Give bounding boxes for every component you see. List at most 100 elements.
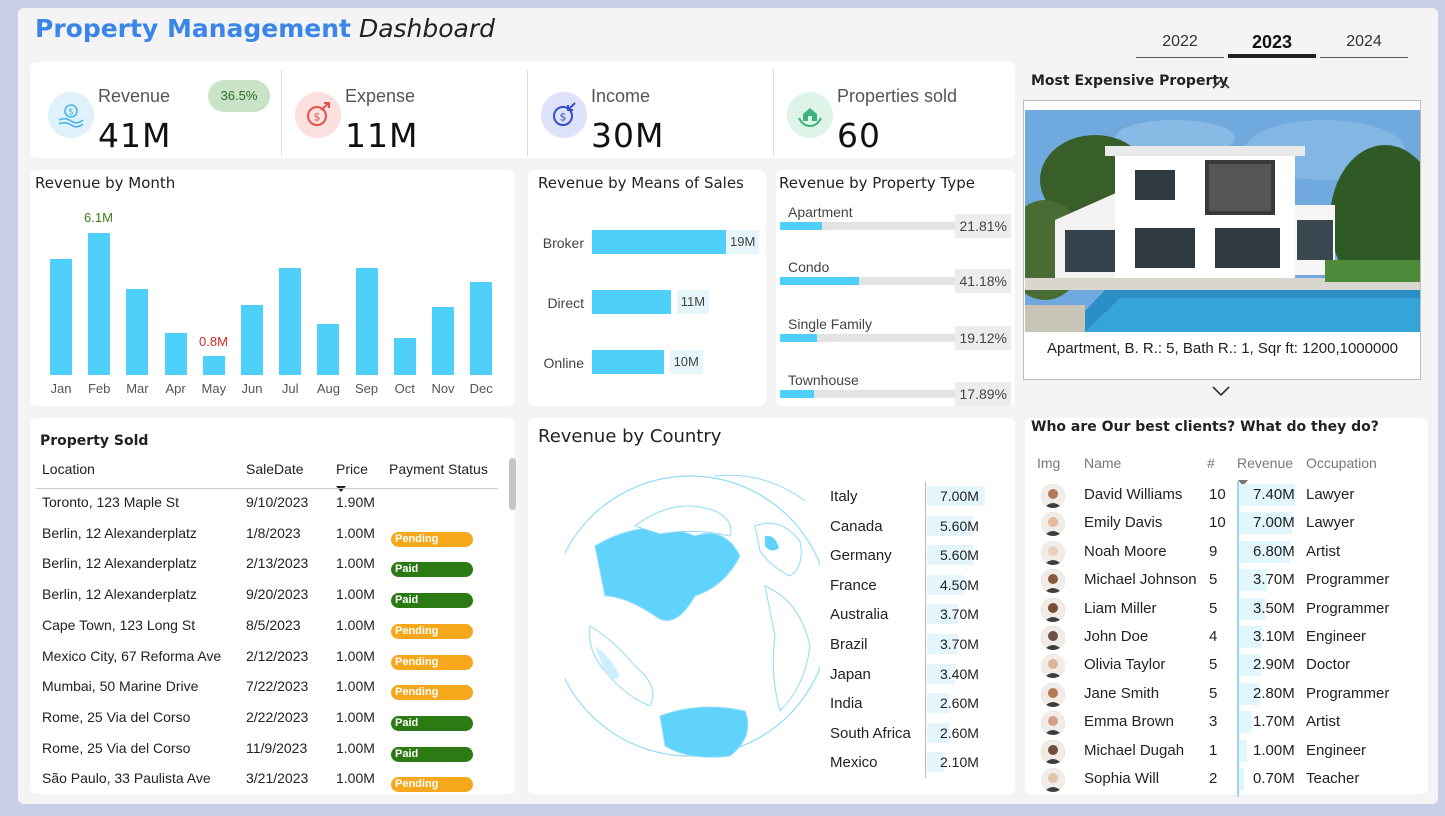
client-revenue-bar bbox=[1239, 682, 1261, 705]
property-type-bar[interactable] bbox=[780, 390, 815, 398]
month-bar[interactable] bbox=[241, 305, 263, 375]
client-count: 9 bbox=[1209, 542, 1218, 560]
property-type-bar[interactable] bbox=[780, 222, 822, 230]
col-header-revenue[interactable]: Revenue bbox=[1237, 455, 1294, 471]
client-occupation: Engineer bbox=[1306, 741, 1367, 759]
means-value: 11M bbox=[676, 290, 710, 314]
kpi-income-value: 30M bbox=[591, 116, 665, 155]
country-bar[interactable] bbox=[927, 634, 958, 654]
sold-date: 7/22/2023 bbox=[246, 678, 309, 695]
kpi-divider bbox=[527, 70, 528, 156]
month-bar[interactable] bbox=[50, 258, 72, 375]
month-bar[interactable] bbox=[126, 288, 149, 375]
svg-text:$: $ bbox=[560, 111, 567, 124]
growth-badge: 36.5% bbox=[208, 80, 270, 112]
sold-price: 1.00M bbox=[336, 647, 375, 664]
property-type-bar[interactable] bbox=[780, 277, 860, 285]
client-name: Emily Davis bbox=[1084, 514, 1163, 532]
chevron-up-icon[interactable] bbox=[1211, 76, 1231, 95]
table-scrollbar[interactable] bbox=[509, 458, 516, 510]
country-bar[interactable] bbox=[927, 574, 965, 595]
client-avatar bbox=[1041, 739, 1065, 764]
revenue-by-month-title: Revenue by Month bbox=[35, 174, 176, 192]
month-bar[interactable] bbox=[317, 323, 340, 375]
property-type-bar[interactable] bbox=[780, 334, 817, 342]
sold-price: 1.00M bbox=[336, 770, 375, 787]
header-divider bbox=[36, 488, 498, 489]
month-bar[interactable] bbox=[279, 267, 302, 375]
property-type-row: Single Family 19.12% bbox=[780, 316, 1011, 360]
client-avatar bbox=[1041, 569, 1065, 594]
means-bar[interactable] bbox=[592, 290, 671, 314]
country-bar[interactable] bbox=[927, 722, 949, 743]
means-value: 10M bbox=[669, 350, 703, 374]
country-value: 4.50M bbox=[940, 576, 979, 593]
payment-status-badge: Pending bbox=[391, 777, 473, 793]
client-revenue-bar bbox=[1239, 540, 1291, 563]
means-bar[interactable] bbox=[592, 350, 664, 374]
country-axis-line bbox=[925, 482, 926, 778]
country-bar[interactable] bbox=[927, 663, 956, 684]
sold-date: 1/8/2023 bbox=[246, 524, 301, 541]
month-bar[interactable] bbox=[355, 267, 378, 375]
country-bar[interactable] bbox=[927, 752, 945, 773]
month-bar[interactable] bbox=[164, 333, 187, 375]
col-header-img[interactable]: Img bbox=[1037, 455, 1061, 471]
col-header-location[interactable]: Location bbox=[42, 461, 95, 477]
month-bar[interactable] bbox=[470, 281, 493, 375]
min-month-label: 0.8M bbox=[199, 334, 228, 349]
sold-price: 1.00M bbox=[336, 555, 375, 572]
col-header-name[interactable]: Name bbox=[1084, 455, 1122, 471]
globe-map[interactable] bbox=[549, 456, 831, 781]
col-header-price[interactable]: Price bbox=[336, 461, 368, 477]
country-bar[interactable] bbox=[927, 545, 974, 566]
property-type-row: Condo 41.18% bbox=[780, 259, 1011, 303]
client-count: 2 bbox=[1209, 770, 1218, 787]
income-arrow-icon: $ bbox=[541, 92, 587, 138]
client-occupation: Artist bbox=[1306, 542, 1341, 560]
month-bar[interactable] bbox=[88, 233, 111, 375]
chevron-down-icon[interactable] bbox=[1211, 384, 1231, 403]
sold-price: 1.00M bbox=[336, 586, 375, 603]
payment-status-badge: Paid bbox=[391, 593, 473, 609]
col-header-count[interactable]: # bbox=[1207, 455, 1215, 471]
country-bar[interactable] bbox=[927, 515, 974, 536]
kpi-strip bbox=[30, 62, 1015, 158]
client-name: David Williams bbox=[1084, 486, 1183, 503]
kpi-expense-value: 11M bbox=[345, 116, 419, 155]
col-header-occupation[interactable]: Occupation bbox=[1306, 455, 1377, 471]
means-bar[interactable] bbox=[592, 230, 728, 254]
client-revenue: 6.80M bbox=[1253, 542, 1295, 560]
client-avatar bbox=[1041, 682, 1065, 707]
country-bar[interactable] bbox=[927, 486, 985, 506]
client-count: 10 bbox=[1209, 486, 1226, 503]
means-label: Broker bbox=[542, 235, 584, 251]
month-bar[interactable] bbox=[432, 307, 454, 375]
sold-date: 2/22/2023 bbox=[246, 708, 309, 725]
most-expensive-title: Most Expensive Property bbox=[1031, 73, 1229, 89]
country-bar[interactable] bbox=[927, 604, 958, 625]
sort-desc-icon bbox=[336, 479, 346, 497]
month-bar[interactable] bbox=[393, 337, 416, 375]
col-header-saledate[interactable]: SaleDate bbox=[246, 461, 304, 477]
client-avatar bbox=[1041, 512, 1065, 537]
month-bar[interactable] bbox=[202, 356, 225, 375]
col-header-payment-status[interactable]: Payment Status bbox=[389, 461, 488, 477]
month-tick-label: Oct bbox=[394, 381, 415, 396]
month-tick-label: Aug bbox=[316, 381, 340, 396]
property-type-track bbox=[780, 222, 955, 230]
sold-price: 1.00M bbox=[336, 678, 375, 695]
property-type-value: 17.89% bbox=[955, 382, 1011, 406]
year-tab-2024[interactable]: 2024 bbox=[1320, 28, 1408, 58]
property-type-track bbox=[780, 277, 955, 285]
client-count: 10 bbox=[1209, 514, 1226, 532]
country-value: 2.60M bbox=[940, 695, 979, 712]
year-tab-2022[interactable]: 2022 bbox=[1136, 28, 1224, 58]
country-bar[interactable] bbox=[927, 693, 949, 714]
client-revenue-bar bbox=[1239, 597, 1266, 620]
year-tab-2023[interactable]: 2023 bbox=[1228, 28, 1316, 58]
kpi-revenue-label: Revenue bbox=[98, 86, 171, 106]
property-type-title: Revenue by Property Type bbox=[779, 174, 975, 192]
client-occupation: Artist bbox=[1306, 713, 1341, 731]
client-count: 5 bbox=[1209, 571, 1218, 589]
